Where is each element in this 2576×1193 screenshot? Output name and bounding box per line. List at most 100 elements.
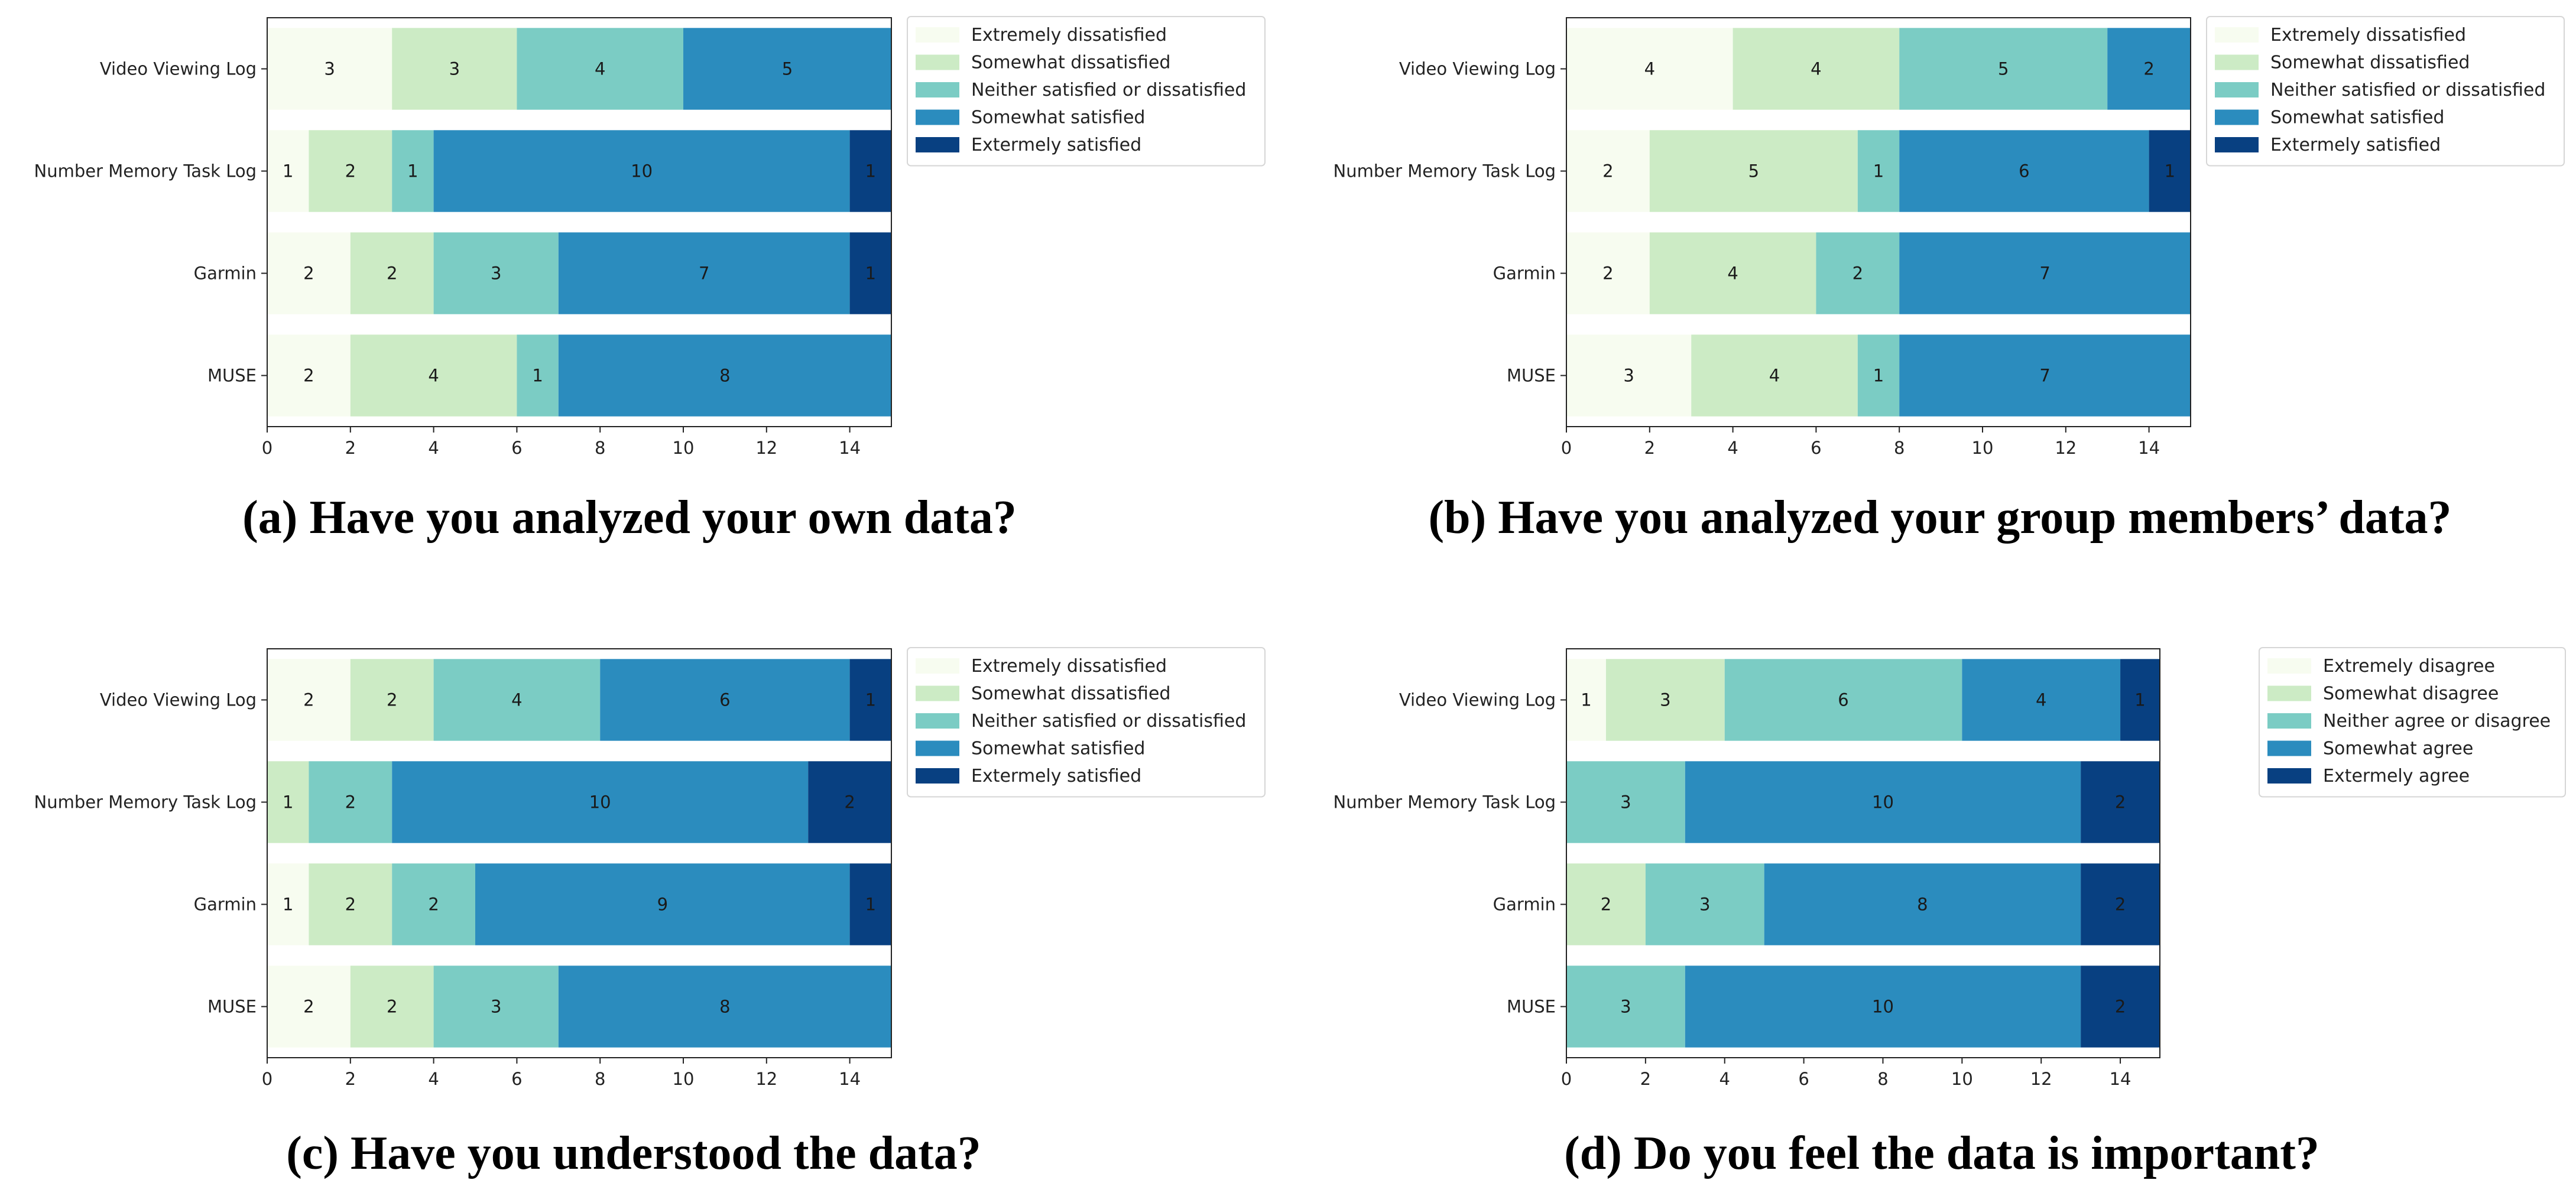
x-tick-label: 2: [1644, 438, 1655, 458]
x-tick-label: 8: [1894, 438, 1905, 458]
bar-segment: [267, 659, 351, 741]
x-tick-label: 4: [1720, 1069, 1730, 1089]
legend-swatch: [2267, 740, 2311, 756]
bar-value-label: 1: [1873, 161, 1884, 181]
bar-segment: [1605, 659, 1725, 741]
bar-value-label: 4: [1727, 264, 1738, 284]
legend-entry: Somewhat agree: [2323, 739, 2473, 759]
bar-value-label: 7: [2039, 366, 2050, 386]
bar-value-label: 1: [865, 161, 876, 181]
plot-frame: [267, 648, 892, 1058]
category-label: Video Viewing Log: [100, 690, 257, 710]
legend-entry: Extremely dissatisfied: [2270, 25, 2466, 45]
bar-segment: [1816, 232, 1900, 314]
bar-segment: [1566, 130, 1650, 212]
category-label: Garmin: [1493, 264, 1556, 284]
x-tick-label: 14: [839, 1069, 861, 1089]
bar-segment: [1899, 28, 2108, 110]
bar-segment: [433, 966, 559, 1048]
bar-segment: [558, 232, 850, 314]
bar-value-label: 3: [1660, 690, 1670, 710]
x-tick-label: 2: [1640, 1069, 1651, 1089]
x-tick-label: 10: [1951, 1069, 1973, 1089]
x-tick-label: 2: [345, 438, 356, 458]
bar-value-label: 2: [303, 366, 314, 386]
bar-segment: [849, 659, 891, 741]
plot-frame: [1566, 17, 2191, 427]
bar-value-label: 2: [428, 895, 439, 915]
bar-value-label: 8: [1917, 895, 1928, 915]
bar-value-label: 6: [719, 690, 730, 710]
bar-value-label: 2: [303, 690, 314, 710]
bar-segment: [2081, 863, 2160, 945]
legend-swatch: [916, 27, 959, 43]
bar-segment: [1724, 659, 1962, 741]
bar-value-label: 1: [283, 895, 293, 915]
bar-segment: [433, 130, 850, 212]
legend-swatch: [916, 768, 959, 784]
legend-swatch: [916, 740, 959, 756]
legend-swatch: [916, 685, 959, 701]
bar-value-label: 1: [865, 895, 876, 915]
bar-segment: [267, 863, 309, 945]
legend-swatch: [916, 137, 959, 152]
bar-segment: [849, 863, 891, 945]
legend-swatch: [2267, 685, 2311, 701]
bar-value-label: 3: [1620, 997, 1631, 1017]
category-label: Video Viewing Log: [100, 59, 257, 79]
bar-value-label: 4: [1811, 59, 1821, 79]
bar-segment: [1857, 334, 1900, 417]
bar-value-label: 1: [2134, 690, 2145, 710]
bar-value-label: 2: [345, 161, 356, 181]
bar-value-label: 2: [303, 997, 314, 1017]
chart-4: 1 3 6 4 1 Video Viewing Log 3 10 2 Number Memory …: [1334, 647, 2566, 1179]
x-tick-label: 12: [755, 1069, 777, 1089]
bar-value-label: 2: [345, 792, 356, 812]
category-label: MUSE: [1507, 366, 1556, 386]
x-tick-label: 2: [345, 1069, 356, 1089]
x-tick-label: 6: [1798, 1069, 1809, 1089]
bar-segment: [808, 761, 891, 843]
bar-value-label: 10: [589, 792, 611, 812]
bar-value-label: 5: [782, 59, 793, 79]
bar-value-label: 2: [2143, 59, 2154, 79]
bar-segment: [1962, 659, 2121, 741]
bar-value-label: 10: [1872, 997, 1894, 1017]
bar-value-label: 7: [2039, 264, 2050, 284]
category-label: Video Viewing Log: [1399, 59, 1556, 79]
legend-entry: Somewhat dissatisfied: [2270, 53, 2470, 73]
x-tick-label: 14: [2138, 438, 2160, 458]
bar-segment: [350, 334, 517, 417]
x-tick-label: 10: [1972, 438, 1994, 458]
x-tick-label: 8: [1877, 1069, 1888, 1089]
bar-value-label: 2: [2115, 895, 2126, 915]
legend-entry: Somewhat dissatisfied: [971, 684, 1170, 704]
category-label: Number Memory Task Log: [1334, 792, 1556, 812]
bar-segment: [2107, 28, 2191, 110]
bar-segment: [2120, 659, 2160, 741]
category-label: Number Memory Task Log: [34, 792, 257, 812]
plot-frame: [267, 17, 892, 427]
bar-segment: [1899, 130, 2149, 212]
bar-segment: [1857, 130, 1900, 212]
legend-swatch: [2267, 658, 2311, 674]
legend-swatch: [916, 54, 959, 70]
bar-value-label: 5: [1748, 161, 1759, 181]
bar-segment: [392, 28, 517, 110]
chart-caption: (b) Have you analyzed your group members…: [1428, 492, 2451, 544]
bar-value-label: 3: [1699, 895, 1710, 915]
legend-entry: Neither agree or disagree: [2323, 711, 2551, 732]
bar-value-label: 10: [631, 161, 653, 181]
bar-segment: [849, 130, 891, 212]
bar-value-label: 3: [1623, 366, 1634, 386]
bar-value-label: 8: [719, 366, 730, 386]
bar-value-label: 4: [2036, 690, 2046, 710]
bar-segment: [475, 863, 850, 945]
x-tick-label: 12: [2055, 438, 2077, 458]
bar-value-label: 4: [595, 59, 605, 79]
legend-entry: Extermely satisfied: [2270, 135, 2441, 155]
bar-value-label: 2: [387, 997, 397, 1017]
x-tick-label: 10: [673, 438, 695, 458]
category-label: Number Memory Task Log: [1334, 161, 1556, 181]
